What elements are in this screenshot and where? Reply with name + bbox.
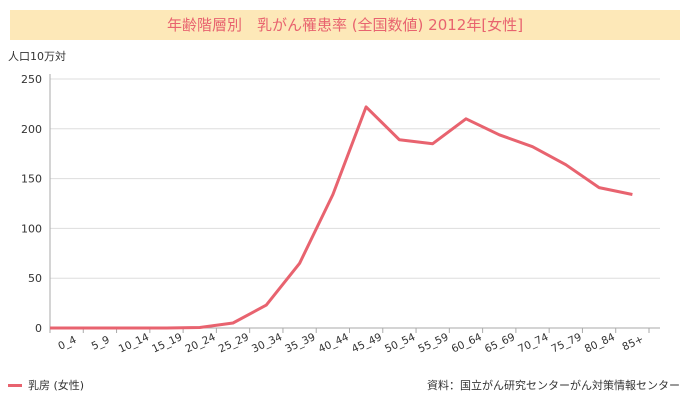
x-tick-label: 50_54 (383, 331, 417, 356)
x-tick-label: 60_64 (450, 331, 484, 356)
y-tick-label: 100 (21, 222, 42, 235)
x-tick-label: 45_49 (350, 331, 384, 355)
legend: 乳房 (女性) (8, 377, 84, 393)
x-tick-label: 75_79 (550, 331, 584, 355)
y-axis-label: 人口10万対 (8, 50, 66, 63)
y-tick-label: 50 (28, 272, 42, 285)
x-tick-label: 65_69 (483, 331, 517, 355)
x-tick-label: 0_4 (56, 334, 78, 353)
x-tick-label: 25_29 (217, 331, 251, 355)
y-tick-label: 200 (21, 123, 42, 136)
x-tick-label: 80_84 (583, 331, 617, 356)
x-tick-label: 10_14 (117, 331, 151, 356)
x-tick-label: 5_9 (90, 334, 112, 353)
source-note: 資料：国立がん研究センターがん対策情報センター (427, 379, 680, 392)
x-tick-label: 85+ (621, 333, 646, 353)
x-tick-label: 30_34 (250, 331, 284, 356)
x-tick-label: 20_24 (183, 331, 217, 356)
x-tick-label: 15_19 (150, 331, 184, 355)
legend-swatch-icon (8, 383, 22, 387)
line-chart: 0 50 100 150 200 250 0_4 5_9 10_14 15_19 20_24 25_2… (21, 73, 660, 356)
x-tick-label: 70_74 (516, 331, 550, 356)
series-line (50, 105, 633, 330)
chart-title: 年齢階層別 乳がん罹患率 (全国数値) 2012年[女性] (10, 10, 680, 40)
y-tick-label: 150 (21, 173, 42, 186)
x-tick-label: 40_44 (317, 331, 351, 356)
y-tick-label: 0 (35, 322, 42, 335)
x-tick-label: 35_39 (283, 331, 317, 355)
x-tick-label: 55_59 (416, 331, 450, 355)
legend-label: 乳房 (女性) (28, 379, 85, 392)
y-tick-label: 250 (21, 73, 42, 86)
